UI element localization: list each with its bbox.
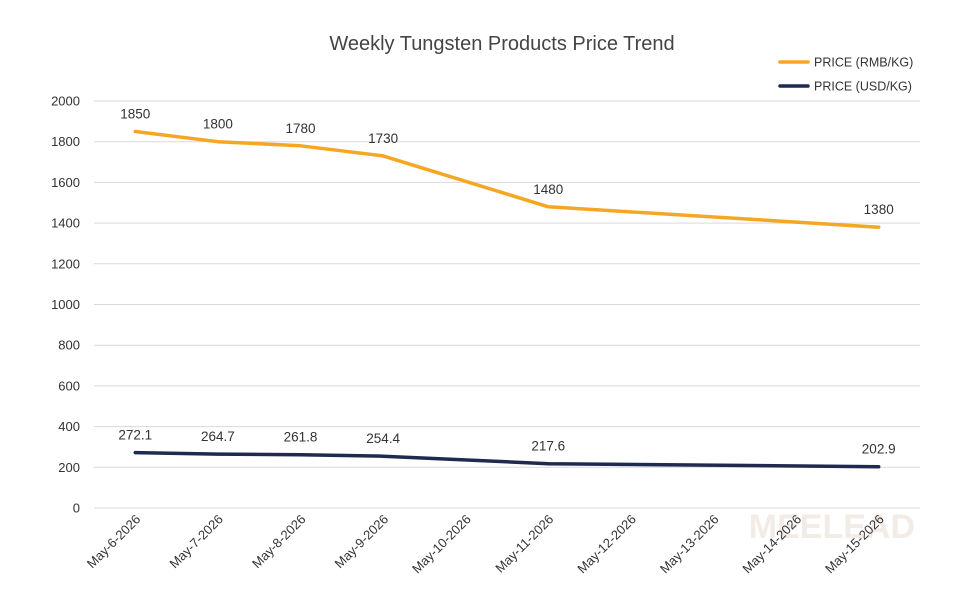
x-tick-label: May-7-2026 [166, 512, 226, 572]
data-point [546, 462, 550, 466]
legend: PRICE (RMB/KG) PRICE (USD/KG) [778, 56, 913, 94]
x-tick-label: May-8-2026 [249, 512, 309, 572]
data-label: 254.4 [366, 431, 400, 446]
data-label: 1480 [533, 182, 563, 197]
y-tick-label: 1400 [51, 216, 80, 231]
data-point [299, 453, 302, 457]
data-point [216, 452, 220, 456]
x-tick-label: May-9-2026 [332, 512, 392, 572]
series-line [133, 450, 881, 469]
y-axis-ticks: 0 200 400 600 800 1000 1200 1400 1600 1800 2000 [51, 94, 80, 516]
data-point [381, 454, 385, 458]
y-tick-label: 600 [58, 378, 80, 393]
data-label: 217.6 [531, 439, 565, 454]
x-tick-label: May-12-2026 [574, 512, 639, 577]
y-tick-label: 800 [58, 338, 80, 353]
series-lines [133, 129, 881, 469]
y-tick-label: 0 [73, 501, 80, 516]
y-tick-label: 200 [58, 460, 80, 475]
y-tick-label: 1800 [51, 134, 80, 149]
data-label: 1800 [203, 117, 233, 132]
x-tick-label: May-11-2026 [492, 512, 556, 576]
data-label: 261.8 [284, 430, 318, 445]
y-tick-label: 1200 [51, 256, 80, 271]
data-point [133, 451, 137, 455]
legend-label: PRICE (RMB/KG) [814, 56, 913, 70]
data-point [216, 140, 220, 144]
data-label: 202.9 [862, 442, 896, 457]
data-point [546, 205, 550, 209]
data-point [299, 144, 302, 148]
data-label: 1380 [864, 202, 894, 217]
chart-title: Weekly Tungsten Products Price Trend [329, 33, 674, 55]
y-tick-label: 2000 [51, 94, 80, 109]
data-label: 1730 [368, 131, 398, 146]
data-label: 272.1 [118, 428, 152, 443]
watermark-text: MEELEAD [749, 508, 915, 546]
x-tick-label: May-6-2026 [84, 512, 144, 572]
y-tick-label: 400 [58, 419, 80, 434]
data-labels: 1850 1800 1780 1730 1480 1380 272.1 264.7 261.8 2… [118, 107, 895, 457]
data-label: 1850 [120, 107, 150, 122]
data-point [877, 225, 881, 229]
data-point [877, 465, 881, 469]
x-tick-label: May-13-2026 [657, 512, 722, 577]
data-point [381, 154, 385, 158]
gridlines [94, 100, 920, 509]
data-label: 1780 [285, 121, 315, 136]
x-tick-label: May-10-2026 [409, 512, 474, 577]
series-line [133, 129, 881, 229]
data-point [133, 130, 137, 134]
y-tick-label: 1600 [51, 175, 80, 190]
data-label: 264.7 [201, 429, 235, 444]
legend-label: PRICE (USD/KG) [814, 80, 912, 94]
y-tick-label: 1000 [51, 297, 80, 312]
